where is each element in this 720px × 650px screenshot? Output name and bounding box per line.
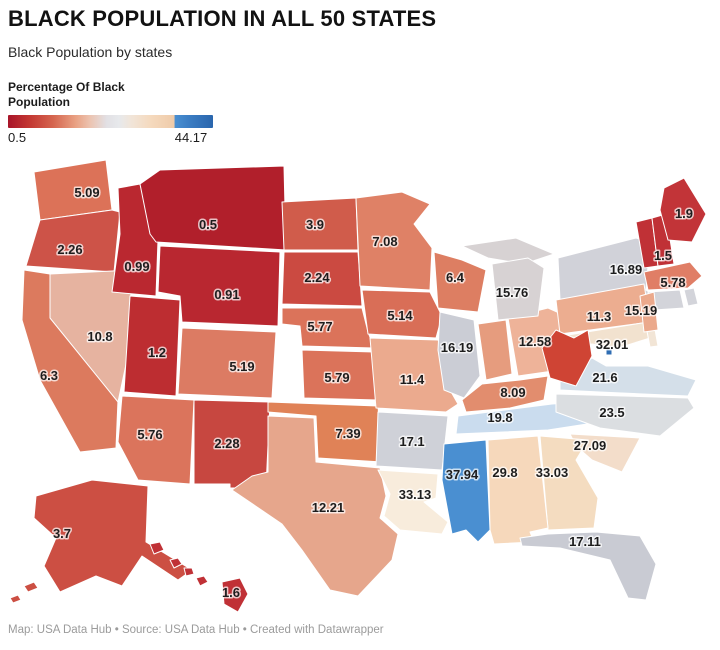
state-texas[interactable] bbox=[231, 415, 399, 597]
page-title: BLACK POPULATION IN ALL 50 STATES bbox=[8, 6, 437, 31]
state-washington[interactable] bbox=[33, 159, 113, 221]
state-kentucky[interactable] bbox=[461, 375, 549, 413]
state-hawaii-big-island[interactable] bbox=[221, 577, 249, 613]
state-hawaii-island[interactable] bbox=[149, 541, 165, 555]
state-value-label-al: 29.8 bbox=[492, 465, 517, 480]
legend-gradient-bar bbox=[8, 115, 213, 128]
state-value-label-la: 33.13 bbox=[399, 487, 432, 502]
state-value-label-ny: 16.89 bbox=[610, 262, 643, 277]
state-value-label-mt: 0.5 bbox=[199, 217, 217, 232]
state-value-label-or: 2.26 bbox=[57, 242, 82, 257]
state-value-label-tn: 19.8 bbox=[487, 410, 512, 425]
state-value-label-nd: 3.9 bbox=[306, 217, 324, 232]
state-value-label-nv: 10.8 bbox=[87, 329, 112, 344]
state-value-label-ma: 5.78 bbox=[660, 275, 685, 290]
state-new-jersey[interactable] bbox=[639, 291, 659, 333]
state-value-label-wy: 0.91 bbox=[214, 287, 239, 302]
legend-max-label: 44.17 bbox=[174, 130, 208, 145]
legend-min-label: 0.5 bbox=[8, 130, 27, 145]
legend-labels: 0.5 44.17 bbox=[8, 130, 228, 146]
page-subtitle: Black Population by states bbox=[8, 44, 173, 60]
state-value-label-nh: 1.5 bbox=[654, 248, 672, 263]
state-minnesota[interactable] bbox=[355, 191, 433, 291]
state-value-label-id: 0.99 bbox=[124, 259, 149, 274]
state-value-label-nj: 15.19 bbox=[625, 303, 658, 318]
state-oregon[interactable] bbox=[25, 209, 121, 273]
state-wisconsin[interactable] bbox=[433, 251, 487, 313]
state-value-label-sd: 2.24 bbox=[304, 270, 330, 285]
state-nebraska[interactable] bbox=[281, 307, 375, 349]
state-value-label-sc: 27.09 bbox=[574, 438, 607, 453]
state-georgia[interactable] bbox=[539, 435, 599, 531]
state-district-of-columbia[interactable] bbox=[605, 348, 613, 356]
state-value-label-ok: 7.39 bbox=[335, 426, 360, 441]
state-colorado[interactable] bbox=[177, 327, 277, 399]
state-value-label-il: 16.19 bbox=[441, 340, 474, 355]
state-value-label-wa: 5.09 bbox=[74, 185, 99, 200]
state-alaska-aleutians[interactable] bbox=[23, 581, 39, 593]
state-illinois[interactable] bbox=[437, 311, 481, 399]
state-hawaii-island[interactable] bbox=[183, 567, 195, 577]
us-choropleth-map: 5.09 2.26 6.3 10.8 0.99 0.5 0.91 1.2 5.19 5.76 2.2… bbox=[0, 150, 720, 620]
state-value-label-ne: 5.77 bbox=[307, 319, 332, 334]
state-value-label-ks: 5.79 bbox=[324, 370, 349, 385]
state-arkansas[interactable] bbox=[375, 411, 449, 471]
state-value-label-nm: 2.28 bbox=[214, 436, 239, 451]
state-value-label-ak: 3.7 bbox=[53, 526, 71, 541]
state-value-label-md: 32.01 bbox=[596, 337, 629, 352]
state-florida[interactable] bbox=[519, 531, 657, 601]
legend: Percentage Of Black Population 0.5 44.17 bbox=[8, 80, 228, 146]
state-wyoming[interactable] bbox=[157, 245, 281, 327]
state-south-dakota[interactable] bbox=[281, 251, 363, 307]
legend-title: Percentage Of Black Population bbox=[8, 80, 125, 109]
state-value-label-mn: 7.08 bbox=[372, 234, 397, 249]
state-massachusetts[interactable] bbox=[643, 261, 703, 291]
state-value-label-va: 21.6 bbox=[592, 370, 617, 385]
state-utah[interactable] bbox=[123, 295, 181, 397]
state-value-label-az: 5.76 bbox=[137, 427, 162, 442]
state-value-label-me: 1.9 bbox=[675, 206, 693, 221]
state-value-label-co: 5.19 bbox=[229, 359, 254, 374]
state-value-label-ia: 5.14 bbox=[387, 308, 413, 323]
state-north-carolina[interactable] bbox=[555, 393, 695, 437]
state-mississippi[interactable] bbox=[441, 439, 491, 543]
state-value-label-ca: 6.3 bbox=[40, 368, 58, 383]
state-value-label-hi: 1.6 bbox=[222, 585, 240, 600]
state-value-label-ms: 37.94 bbox=[446, 467, 479, 482]
state-louisiana[interactable] bbox=[377, 469, 449, 535]
state-value-label-mi: 15.76 bbox=[496, 285, 529, 300]
state-hawaii-island[interactable] bbox=[195, 575, 209, 587]
state-value-label-ar: 17.1 bbox=[399, 434, 424, 449]
state-arizona[interactable] bbox=[117, 395, 195, 485]
state-alaska[interactable] bbox=[33, 479, 193, 593]
state-value-label-tx: 12.21 bbox=[312, 500, 345, 515]
state-value-label-pa: 11.3 bbox=[587, 309, 612, 324]
map-credits: Map: USA Data Hub • Source: USA Data Hub… bbox=[8, 624, 384, 636]
state-value-label-ut: 1.2 bbox=[148, 345, 166, 360]
state-value-label-fl: 17.11 bbox=[569, 534, 601, 549]
state-value-label-nc: 23.5 bbox=[599, 405, 624, 420]
state-value-label-oh: 12.58 bbox=[519, 334, 552, 349]
state-west-virginia[interactable] bbox=[541, 329, 593, 387]
state-alabama[interactable] bbox=[487, 435, 549, 545]
state-michigan-upper[interactable] bbox=[461, 237, 555, 265]
state-maine[interactable] bbox=[659, 177, 707, 243]
state-value-label-mo: 11.4 bbox=[400, 372, 425, 387]
state-value-label-ky: 8.09 bbox=[500, 385, 525, 400]
state-michigan[interactable] bbox=[491, 257, 545, 321]
state-value-label-ga: 33.03 bbox=[536, 465, 569, 480]
state-rhode-island[interactable] bbox=[683, 287, 699, 307]
state-montana[interactable] bbox=[139, 165, 287, 251]
state-value-label-wi: 6.4 bbox=[446, 270, 465, 285]
state-indiana[interactable] bbox=[477, 319, 513, 381]
state-hawaii-island[interactable] bbox=[169, 557, 183, 569]
state-virginia[interactable] bbox=[559, 357, 697, 397]
state-alaska-aleutians[interactable] bbox=[9, 594, 22, 604]
